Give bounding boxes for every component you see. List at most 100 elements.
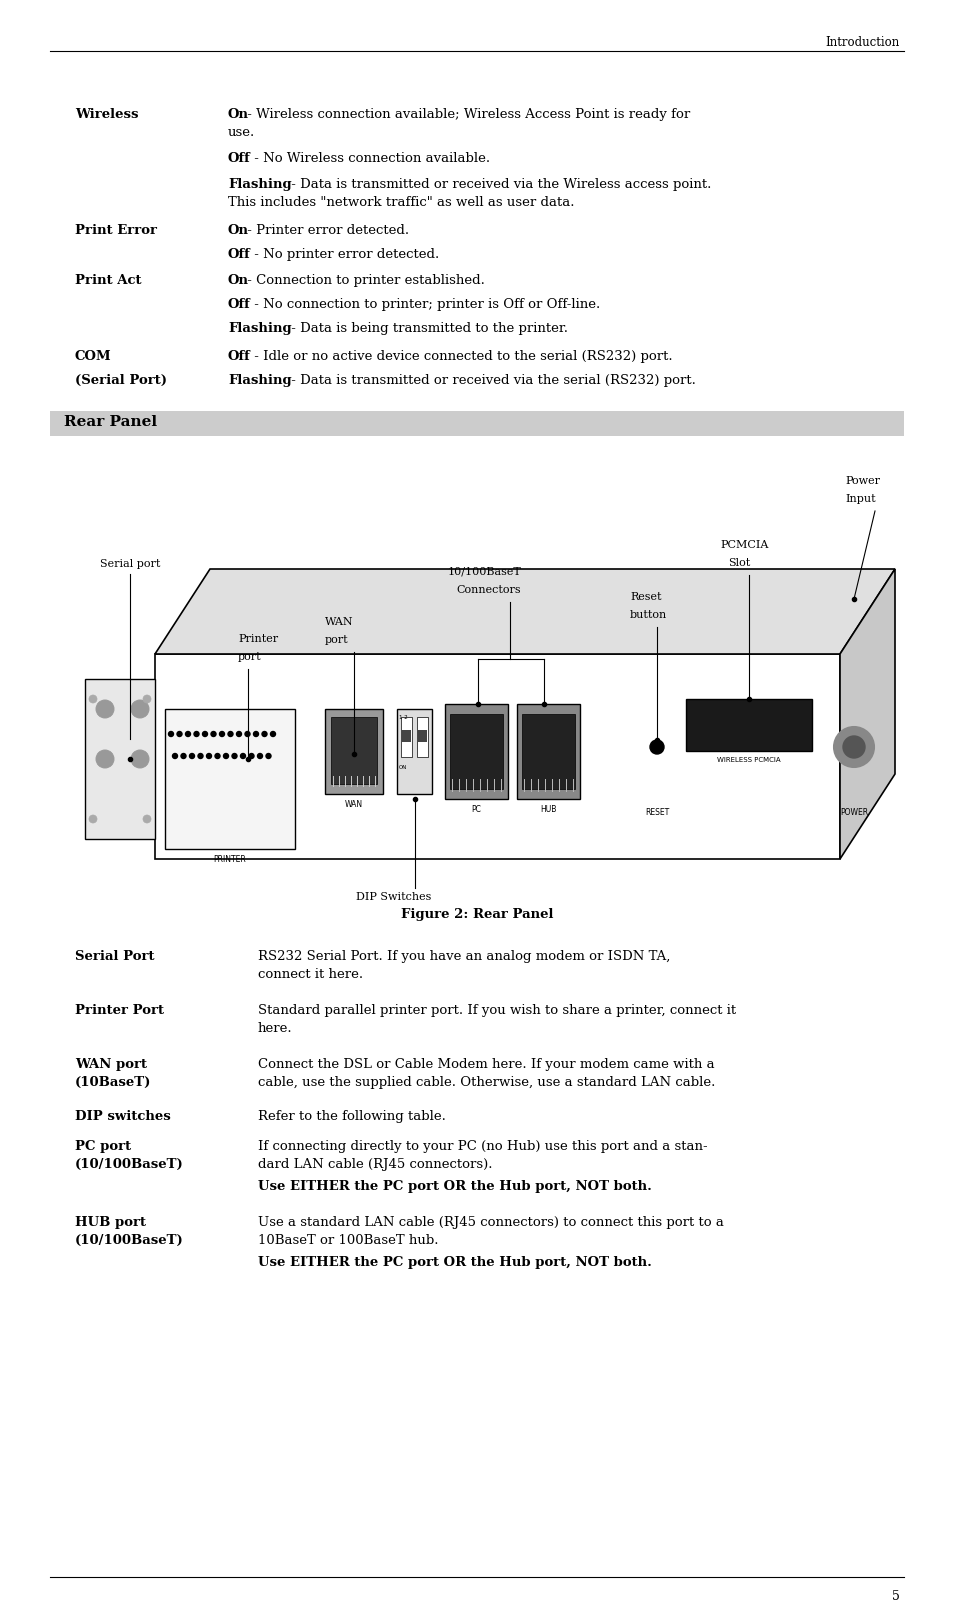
Text: Flashing: Flashing — [228, 321, 292, 334]
Circle shape — [131, 750, 149, 768]
Text: Off: Off — [228, 297, 251, 310]
Text: (10BaseT): (10BaseT) — [75, 1075, 152, 1088]
Bar — [400, 718, 412, 757]
Circle shape — [206, 754, 212, 759]
Text: Connect the DSL or Cable Modem here. If your modem came with a: Connect the DSL or Cable Modem here. If … — [257, 1057, 714, 1070]
Text: (10/100BaseT): (10/100BaseT) — [75, 1233, 184, 1245]
Text: - Printer error detected.: - Printer error detected. — [242, 223, 409, 236]
Polygon shape — [154, 569, 894, 654]
Bar — [165, 710, 294, 850]
Text: RS232 Serial Port. If you have an analog modem or ISDN TA,: RS232 Serial Port. If you have an analog… — [257, 950, 670, 963]
Text: Reset: Reset — [629, 591, 660, 601]
Bar — [396, 710, 432, 794]
Bar — [417, 731, 427, 742]
Circle shape — [214, 754, 220, 759]
Circle shape — [219, 733, 224, 738]
Text: On: On — [228, 223, 249, 236]
Text: This includes "network traffic" as well as user data.: This includes "network traffic" as well … — [228, 196, 574, 209]
Text: 5: 5 — [891, 1589, 899, 1602]
Text: Off: Off — [228, 153, 251, 166]
Text: here.: here. — [257, 1022, 293, 1035]
Text: PCMCIA: PCMCIA — [720, 540, 767, 550]
Text: POWER: POWER — [839, 807, 867, 816]
Circle shape — [202, 733, 208, 738]
Bar — [521, 715, 575, 789]
Text: PC: PC — [471, 805, 481, 813]
Circle shape — [266, 754, 271, 759]
Circle shape — [96, 701, 113, 718]
Text: (10/100BaseT): (10/100BaseT) — [75, 1157, 184, 1170]
Text: ON: ON — [398, 765, 407, 770]
Text: HUB port: HUB port — [75, 1215, 146, 1228]
Text: - Data is transmitted or received via the Wireless access point.: - Data is transmitted or received via th… — [287, 178, 711, 191]
Text: - No printer error detected.: - No printer error detected. — [250, 247, 439, 260]
Circle shape — [89, 696, 97, 704]
Circle shape — [96, 750, 113, 768]
Text: If connecting directly to your PC (no Hub) use this port and a stan-: If connecting directly to your PC (no Hu… — [257, 1139, 707, 1152]
Text: Serial Port: Serial Port — [75, 950, 154, 963]
Text: - Data is transmitted or received via the serial (RS232) port.: - Data is transmitted or received via th… — [287, 374, 696, 387]
Text: dard LAN cable (RJ45 connectors).: dard LAN cable (RJ45 connectors). — [257, 1157, 492, 1170]
Text: - No Wireless connection available.: - No Wireless connection available. — [250, 153, 490, 166]
Circle shape — [262, 733, 267, 738]
Text: On: On — [228, 108, 249, 121]
Bar — [50, 411, 903, 437]
Circle shape — [232, 754, 236, 759]
Text: 10BaseT or 100BaseT hub.: 10BaseT or 100BaseT hub. — [257, 1233, 438, 1245]
Text: 1 2: 1 2 — [398, 715, 407, 720]
Text: Off: Off — [228, 247, 251, 260]
Circle shape — [131, 701, 149, 718]
Bar — [444, 704, 507, 800]
Text: HUB: HUB — [539, 805, 557, 813]
Circle shape — [181, 754, 186, 759]
Bar — [401, 731, 411, 742]
Circle shape — [257, 754, 262, 759]
Text: Use a standard LAN cable (RJ45 connectors) to connect this port to a: Use a standard LAN cable (RJ45 connector… — [257, 1215, 723, 1228]
Circle shape — [211, 733, 215, 738]
Text: Connectors: Connectors — [456, 585, 520, 595]
Bar — [325, 710, 382, 794]
Circle shape — [143, 696, 151, 704]
Text: port: port — [325, 635, 348, 644]
Text: Print Error: Print Error — [75, 223, 157, 236]
Text: DIP switches: DIP switches — [75, 1109, 171, 1122]
Circle shape — [185, 733, 191, 738]
Text: WAN port: WAN port — [75, 1057, 147, 1070]
Circle shape — [198, 754, 203, 759]
Circle shape — [89, 815, 97, 823]
Text: Flashing: Flashing — [228, 374, 292, 387]
Text: Serial port: Serial port — [100, 559, 160, 569]
Bar — [450, 715, 502, 789]
Text: Rear Panel: Rear Panel — [64, 415, 157, 429]
Text: - Idle or no active device connected to the serial (RS232) port.: - Idle or no active device connected to … — [250, 350, 672, 363]
Text: connect it here.: connect it here. — [257, 967, 363, 980]
Circle shape — [228, 733, 233, 738]
Text: RESET: RESET — [644, 807, 668, 816]
Text: Use EITHER the PC port OR the Hub port, NOT both.: Use EITHER the PC port OR the Hub port, … — [257, 1255, 651, 1268]
Text: Slot: Slot — [727, 558, 749, 567]
Text: - Wireless connection available; Wireless Access Point is ready for: - Wireless connection available; Wireles… — [242, 108, 689, 121]
Circle shape — [245, 733, 250, 738]
Text: Power: Power — [844, 476, 879, 485]
Text: - Data is being transmitted to the printer.: - Data is being transmitted to the print… — [287, 321, 568, 334]
Text: COM: COM — [75, 350, 112, 363]
Text: Figure 2: Rear Panel: Figure 2: Rear Panel — [400, 908, 553, 921]
Bar — [685, 699, 811, 752]
Text: On: On — [228, 273, 249, 286]
Circle shape — [240, 754, 245, 759]
Text: Standard parallel printer port. If you wish to share a printer, connect it: Standard parallel printer port. If you w… — [257, 1003, 736, 1016]
Text: Printer Port: Printer Port — [75, 1003, 164, 1016]
Text: - Connection to printer established.: - Connection to printer established. — [242, 273, 484, 286]
Text: Off: Off — [228, 350, 251, 363]
Text: Flashing: Flashing — [228, 178, 292, 191]
Text: DIP Switches: DIP Switches — [355, 892, 431, 902]
Polygon shape — [840, 569, 894, 860]
Text: (Serial Port): (Serial Port) — [75, 374, 167, 387]
Circle shape — [172, 754, 177, 759]
Text: PRINTER: PRINTER — [213, 855, 246, 863]
Text: Printer: Printer — [237, 633, 278, 643]
Text: Print Act: Print Act — [75, 273, 141, 286]
Circle shape — [190, 754, 194, 759]
Circle shape — [649, 741, 663, 755]
Text: Wireless: Wireless — [75, 108, 138, 121]
